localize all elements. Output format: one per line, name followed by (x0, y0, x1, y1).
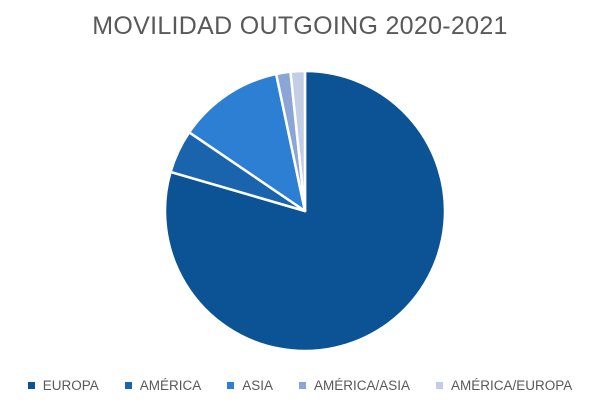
pie-chart (163, 69, 447, 353)
legend-swatch (124, 382, 132, 389)
pie-slice-am-rica-europa (289, 69, 307, 213)
pie-slices (163, 69, 447, 353)
legend-item: ASIA (227, 378, 273, 393)
legend-label: EUROPA (42, 378, 99, 393)
legend-swatch (436, 382, 444, 389)
chart-legend: EUROPA AMÉRICA ASIA AMÉRICA/ASIA AMÉRICA… (0, 378, 600, 393)
legend-item: AMÉRICA (124, 378, 202, 393)
legend-label: ASIA (242, 378, 273, 393)
legend-swatch (227, 382, 235, 389)
legend-item: EUROPA (27, 378, 99, 393)
legend-label: AMÉRICA/EUROPA (451, 378, 573, 393)
legend-item: AMÉRICA/ASIA (298, 378, 411, 393)
pie-slice-asia (187, 72, 307, 213)
legend-swatch (298, 382, 306, 389)
legend-label: AMÉRICA (139, 378, 202, 393)
legend-swatch (27, 382, 35, 389)
legend-item: AMÉRICA/EUROPA (436, 378, 572, 393)
pie-slice-europa (163, 69, 447, 353)
legend-label: AMÉRICA/ASIA (313, 378, 411, 393)
chart-title: MOVILIDAD OUTGOING 2020-2021 (92, 12, 508, 40)
